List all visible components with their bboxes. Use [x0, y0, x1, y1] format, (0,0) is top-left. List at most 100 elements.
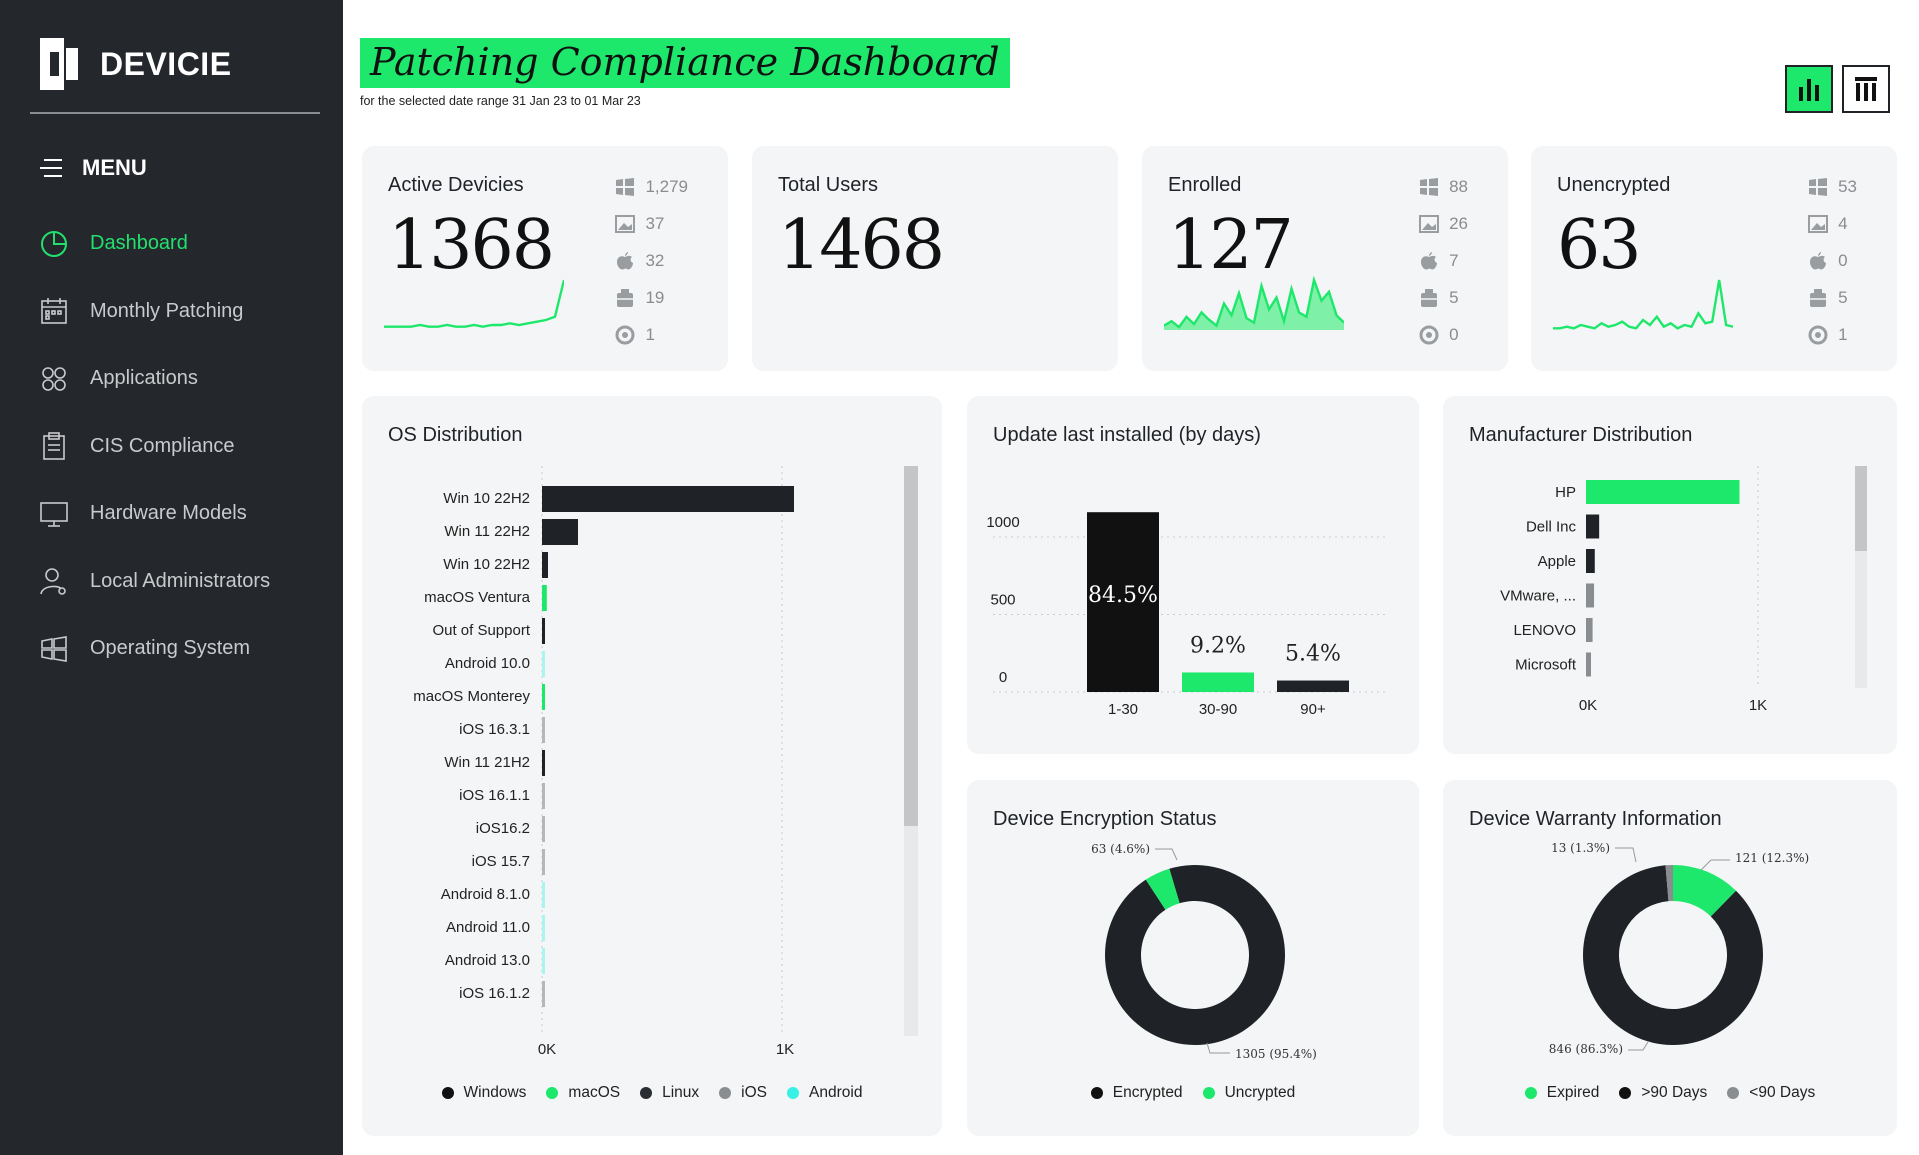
scrollbar-thumb[interactable]	[904, 466, 918, 826]
callout-label: 13 (1.3%)	[1551, 841, 1610, 855]
calendar-icon	[41, 298, 67, 325]
os-bar[interactable]	[542, 651, 545, 677]
stat-value: 1368	[388, 206, 555, 285]
os-distribution-chart: Win 10 22H2 Win 11 22H2 Win 10 22H2 macOS V…	[413, 466, 918, 1056]
manufacturer-bar[interactable]	[1586, 583, 1595, 608]
donut-slice[interactable]	[1583, 865, 1763, 1045]
page-header: Patching Compliance Dashboard for the se…	[360, 38, 1010, 108]
donut-slice[interactable]	[1665, 865, 1673, 902]
os-count-row: 5	[1808, 279, 1857, 316]
windows-icon	[1809, 177, 1828, 196]
os-count-value: 37	[645, 213, 665, 233]
legend-item[interactable]: Linux	[640, 1084, 699, 1102]
legend-item[interactable]: >90 Days	[1619, 1084, 1707, 1102]
legend-item[interactable]: iOS	[719, 1084, 767, 1102]
menu-heading[interactable]: MENU	[40, 155, 147, 181]
manufacturer-bar[interactable]	[1586, 618, 1593, 642]
nav-item-operating-system[interactable]: Operating System	[40, 615, 270, 683]
category-label: Android 11.0	[446, 919, 530, 936]
nav-item-cis-compliance[interactable]: CIS Compliance	[40, 413, 270, 481]
sparkline-area	[1164, 280, 1344, 330]
manufacturer-bar[interactable]	[1586, 549, 1595, 573]
os-bar[interactable]	[542, 486, 794, 512]
category-label: Microsoft	[1515, 657, 1577, 674]
os-distribution-card: OS Distribution Win 10 22H2 Win 11 22H2 Wi…	[362, 396, 942, 1136]
os-bar[interactable]	[542, 816, 545, 842]
day-range-bar[interactable]	[1182, 672, 1254, 692]
os-count-value: 1	[645, 324, 655, 344]
unencrypted-card[interactable]: Unencrypted 63 53 4 0 5 1	[1531, 146, 1897, 371]
day-range-bar[interactable]	[1277, 680, 1349, 692]
os-count-row: 5	[1419, 279, 1468, 316]
os-bar[interactable]	[542, 519, 578, 545]
pie-chart-icon	[41, 230, 67, 257]
manufacturer-bar[interactable]	[1586, 652, 1591, 677]
table-view-button[interactable]	[1842, 65, 1890, 113]
nav-item-local-administrators[interactable]: Local Administrators	[40, 548, 270, 616]
os-bar[interactable]	[542, 849, 545, 875]
card-title: OS Distribution	[388, 424, 523, 446]
enrolled-card[interactable]: Enrolled 127 88 26 7 5 0	[1142, 146, 1508, 371]
active-devices-card[interactable]: Active Devicies 1368 1,279 37 32 19 1	[362, 146, 728, 371]
nav-item-hardware-models[interactable]: Hardware Models	[40, 480, 270, 548]
gear-icon	[1419, 325, 1439, 344]
manufacturer-bar[interactable]	[1586, 480, 1740, 504]
os-bar[interactable]	[542, 618, 545, 644]
os-count-value: 26	[1449, 213, 1468, 233]
os-bar[interactable]	[542, 783, 545, 809]
nav-item-dashboard[interactable]: Dashboard	[40, 210, 270, 278]
nav-item-applications[interactable]: Applications	[40, 345, 270, 413]
apple-icon	[1810, 251, 1827, 270]
legend-item[interactable]: macOS	[546, 1084, 620, 1102]
total-users-card[interactable]: Total Users 1468	[752, 146, 1118, 371]
os-bar[interactable]	[542, 915, 545, 941]
brand[interactable]: DEVICIE	[40, 38, 232, 90]
callout-label: 846 (86.3%)	[1549, 1042, 1623, 1056]
chart-legend: Expired >90 Days <90 Days	[1443, 1084, 1897, 1102]
category-label: macOS Monterey	[413, 688, 530, 705]
card-title: Unencrypted	[1557, 174, 1671, 196]
chart-legend: Windows macOS Linux iOS Android	[362, 1084, 942, 1102]
category-label: iOS 16.3.1	[459, 721, 530, 738]
legend-item[interactable]: Uncrypted	[1202, 1084, 1295, 1102]
os-bar[interactable]	[542, 948, 545, 974]
manufacturer-card: Manufacturer Distribution HP Dell Inc Appl…	[1443, 396, 1897, 754]
donut-slice[interactable]	[1105, 865, 1285, 1045]
os-bar[interactable]	[542, 684, 545, 710]
donut-slice[interactable]	[1145, 868, 1180, 910]
os-bar[interactable]	[542, 552, 548, 578]
day-range-bar[interactable]	[1087, 512, 1159, 692]
legend-item[interactable]: Android	[787, 1084, 862, 1102]
manufacturer-bar[interactable]	[1586, 514, 1600, 539]
legend-item[interactable]: <90 Days	[1727, 1084, 1815, 1102]
os-bar[interactable]	[542, 585, 547, 611]
os-bar[interactable]	[542, 750, 545, 776]
os-bar[interactable]	[542, 882, 545, 908]
stat-value: 63	[1557, 206, 1642, 285]
category-label: iOS16.2	[476, 820, 530, 837]
callout-line	[1206, 1042, 1230, 1054]
linux-icon	[1421, 288, 1438, 307]
category-label: 90+	[1300, 701, 1326, 718]
scrollbar-thumb[interactable]	[1855, 466, 1867, 551]
legend-item[interactable]: Encrypted	[1090, 1084, 1183, 1102]
os-bar[interactable]	[542, 717, 545, 743]
nav-item-monthly-patching[interactable]: Monthly Patching	[40, 278, 270, 346]
os-bar[interactable]	[542, 981, 545, 1007]
table-icon	[1855, 77, 1877, 101]
os-count-row: 26	[1419, 205, 1468, 242]
chart-view-button[interactable]	[1785, 65, 1833, 113]
apple-icon	[617, 251, 634, 270]
category-label: Android 10.0	[445, 655, 530, 672]
bar-data-label: 9.2%	[1190, 633, 1246, 658]
legend-item[interactable]: Expired	[1524, 1084, 1599, 1102]
page-title: Patching Compliance Dashboard	[360, 38, 1010, 88]
os-count-value: 0	[1838, 250, 1848, 270]
card-title: Device Warranty Information	[1469, 808, 1722, 830]
legend-item[interactable]: Windows	[441, 1084, 526, 1102]
os-count-value: 53	[1838, 176, 1857, 196]
callout-line	[1615, 847, 1637, 863]
donut-slice[interactable]	[1673, 865, 1737, 917]
divider	[30, 112, 320, 114]
card-title: Enrolled	[1168, 174, 1242, 196]
